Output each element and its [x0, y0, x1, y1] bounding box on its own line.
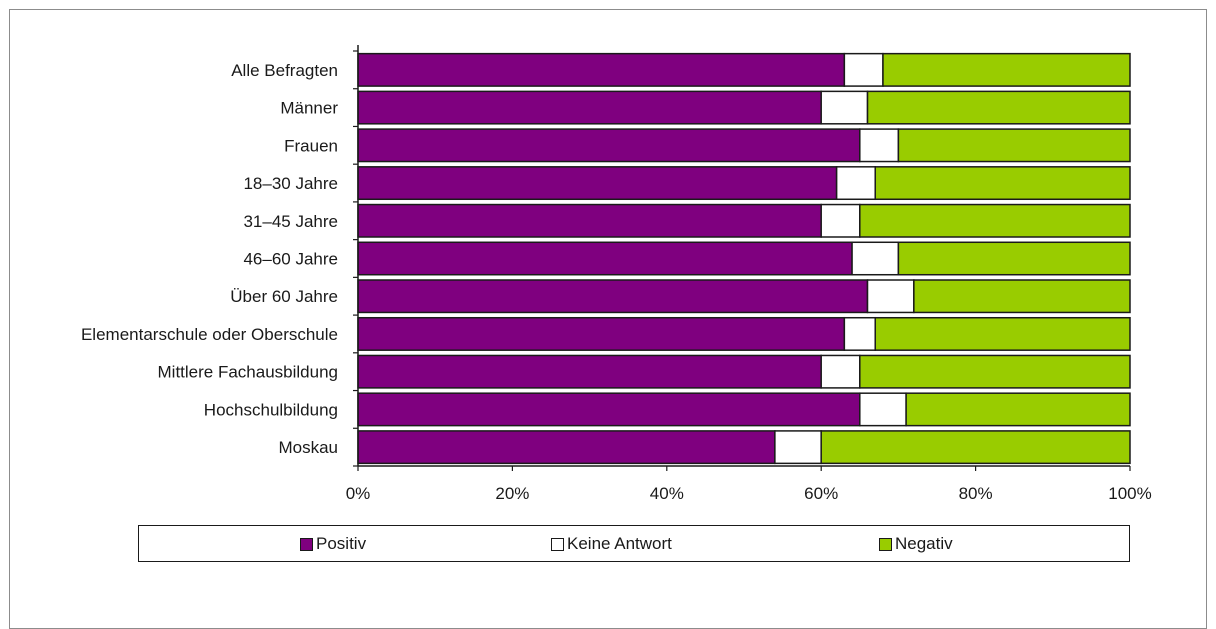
bar-negativ-0 [882, 52, 1131, 87]
x-tick-labels: 0% 20% 40% 60% 80% 100% [346, 484, 1152, 503]
bar-keine-antwort-10 [774, 430, 822, 465]
bar-positiv-4 [357, 203, 822, 238]
bar-negativ-6 [913, 279, 1131, 314]
category-label-8: Mittlere Fachausbildung [158, 363, 338, 382]
bar-keine-antwort-3 [835, 166, 876, 201]
bar-negativ-3 [874, 166, 1131, 201]
bar-positiv-9 [357, 392, 861, 427]
bar-keine-antwort-0 [843, 52, 884, 87]
category-label-7: Elementarschule oder Oberschule [81, 325, 338, 344]
bar-keine-antwort-2 [859, 128, 900, 163]
category-label-3: 18–30 Jahre [243, 174, 338, 193]
x-tick-label-0: 0% [346, 484, 371, 503]
bar-keine-antwort-6 [866, 279, 915, 314]
axes [353, 45, 1131, 471]
bar-positiv-0 [357, 52, 846, 87]
category-label-6: Über 60 Jahre [230, 287, 338, 306]
category-label-4: 31–45 Jahre [243, 212, 338, 231]
bar-positiv-2 [357, 128, 861, 163]
bar-positiv-7 [357, 316, 846, 351]
category-label-5: 46–60 Jahre [243, 250, 338, 269]
category-label-10: Moskau [278, 438, 338, 457]
legend-label-1: Keine Antwort [567, 534, 672, 553]
legend-item-2: Negativ [879, 534, 953, 554]
category-label-2: Frauen [284, 136, 338, 155]
category-label-0: Alle Befragten [231, 61, 338, 80]
bar-negativ-10 [820, 430, 1131, 465]
legend-item-1: Keine Antwort [551, 534, 672, 554]
bar-positiv-5 [357, 241, 853, 276]
bar-negativ-1 [866, 90, 1131, 125]
bar-negativ-8 [859, 354, 1131, 389]
bar-positiv-1 [357, 90, 822, 125]
legend-label-2: Negativ [895, 534, 953, 553]
x-tick-label-4: 80% [959, 484, 993, 503]
bar-positiv-10 [357, 430, 776, 465]
x-tick-label-3: 60% [804, 484, 838, 503]
bar-keine-antwort-1 [820, 90, 869, 125]
legend-swatch-2 [879, 537, 892, 551]
legend-swatch-0 [300, 537, 313, 551]
bar-keine-antwort-8 [820, 354, 861, 389]
x-tick-label-5: 100% [1108, 484, 1151, 503]
bar-group [357, 52, 1131, 465]
category-label-9: Hochschulbildung [204, 400, 338, 419]
bar-keine-antwort-7 [843, 316, 876, 351]
legend-label-0: Positiv [316, 534, 367, 553]
bar-positiv-6 [357, 279, 869, 314]
bar-keine-antwort-9 [859, 392, 907, 427]
bar-keine-antwort-4 [820, 203, 861, 238]
bar-negativ-2 [897, 128, 1131, 163]
bar-negativ-7 [874, 316, 1131, 351]
x-tick-label-1: 20% [495, 484, 529, 503]
bar-positiv-8 [357, 354, 822, 389]
category-labels: Alle Befragten Männer Frauen 18–30 Jahre 31–… [81, 61, 338, 457]
bar-keine-antwort-5 [851, 241, 900, 276]
category-label-1: Männer [280, 99, 338, 118]
bar-positiv-3 [357, 166, 838, 201]
bar-negativ-9 [905, 392, 1131, 427]
bar-negativ-5 [897, 241, 1131, 276]
bar-negativ-4 [859, 203, 1131, 238]
legend-item-0: Positiv [300, 534, 366, 554]
legend: Positiv Keine Antwort Negativ [138, 525, 1130, 562]
x-tick-label-2: 40% [650, 484, 684, 503]
legend-swatch-1 [551, 537, 564, 551]
